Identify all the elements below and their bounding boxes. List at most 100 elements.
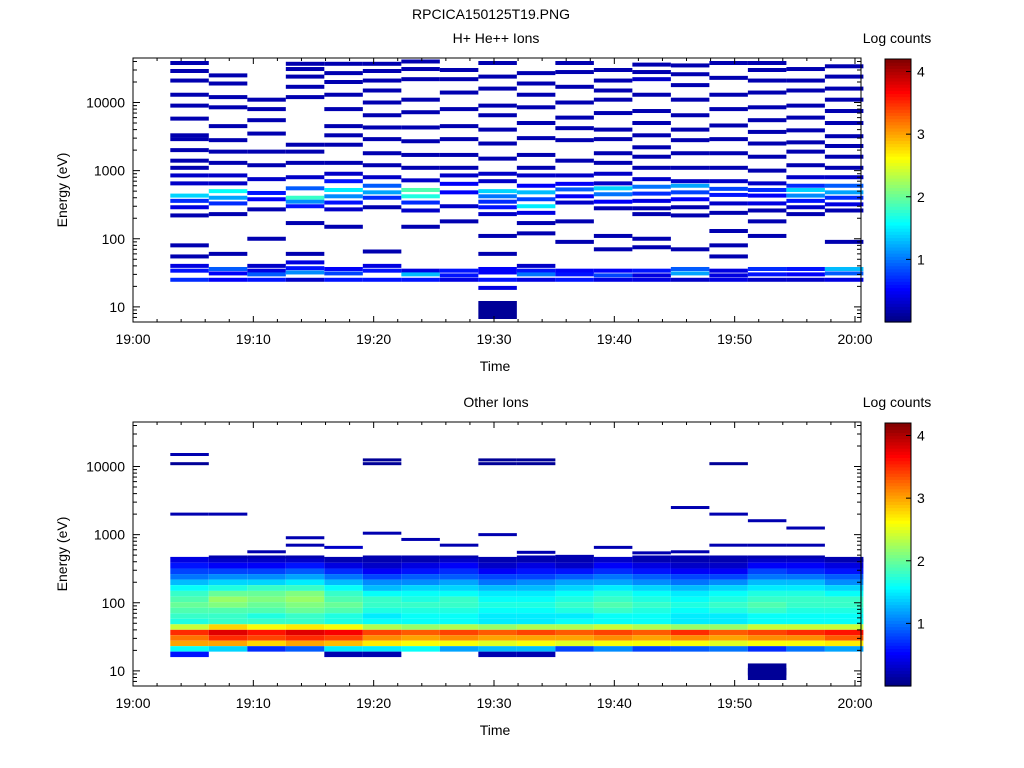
heatmap-cell — [247, 190, 286, 195]
heatmap-cell — [824, 183, 864, 188]
heatmap-cell — [208, 629, 248, 636]
heatmap-cell — [285, 61, 325, 66]
heatmap-cell — [709, 137, 748, 142]
heatmap-cell — [824, 266, 864, 271]
heatmap-cell — [516, 190, 556, 195]
colorbar-swatch — [885, 563, 911, 568]
colorbar-swatch — [885, 68, 911, 73]
heatmap-cell — [170, 602, 209, 608]
colorbar-tick-label: 4 — [917, 64, 925, 80]
colorbar-swatch — [885, 262, 911, 267]
heatmap-cell — [478, 635, 517, 641]
colorbar-swatch — [885, 284, 911, 289]
colorbar-swatch — [885, 501, 911, 506]
heatmap-cell — [593, 574, 633, 580]
heatmap-cell — [439, 124, 479, 129]
heatmap-cell — [747, 624, 787, 630]
heatmap-cell — [285, 590, 325, 597]
heatmap-cell — [670, 596, 710, 603]
heatmap-cell — [285, 543, 325, 547]
heatmap-cell — [824, 143, 864, 148]
heatmap-cell — [786, 585, 825, 591]
heatmap-cell — [362, 640, 402, 647]
heatmap-cell — [786, 128, 825, 133]
heatmap-cell — [478, 596, 517, 603]
heatmap-cell — [285, 260, 325, 265]
heatmap-cell — [824, 607, 864, 614]
heatmap-cell — [439, 173, 479, 178]
heatmap-cell — [555, 579, 594, 586]
heatmap-cell — [439, 613, 479, 619]
heatmap-cell — [516, 613, 556, 619]
colorbar-swatch — [885, 488, 911, 493]
colorbar-swatch — [885, 520, 911, 524]
heatmap-cell — [324, 207, 363, 212]
heatmap-cell — [824, 208, 864, 213]
heatmap-cell — [285, 618, 325, 625]
heatmap-cell — [593, 97, 633, 102]
heatmap-cell — [632, 62, 671, 67]
heatmap-cell — [324, 92, 363, 97]
heatmap-cell — [824, 646, 864, 652]
colorbar-swatch — [885, 485, 911, 490]
heatmap-cell — [709, 228, 748, 233]
y-axis-label: Energy (eV) — [54, 153, 70, 228]
heatmap-cell — [362, 458, 402, 462]
heatmap-cell — [593, 78, 633, 83]
heatmap-cell — [478, 462, 517, 466]
heatmap-cell — [593, 602, 633, 608]
heatmap-cell — [555, 158, 594, 163]
heatmap-cell — [247, 629, 286, 636]
colorbar-swatch — [885, 466, 911, 471]
heatmap-cell — [285, 149, 325, 154]
heatmap-cell — [285, 186, 325, 191]
heatmap-cell — [401, 178, 440, 183]
heatmap-cell — [439, 555, 479, 559]
colorbar-swatch — [885, 156, 911, 160]
heatmap-cell — [247, 635, 286, 641]
heatmap-cell — [247, 579, 286, 586]
heatmap-cell — [632, 629, 671, 636]
heatmap-cell — [324, 607, 363, 614]
heatmap-cell — [401, 152, 440, 157]
heatmap-cell — [670, 585, 710, 591]
heatmap-cell — [362, 61, 402, 66]
heatmap-cell — [170, 618, 209, 625]
heatmap-cell — [670, 629, 710, 636]
colorbar-swatch — [885, 184, 911, 188]
heatmap-cell — [516, 268, 556, 273]
heatmap-cell — [632, 596, 671, 603]
heatmap-cell — [747, 154, 787, 159]
colorbar-swatch — [885, 140, 911, 145]
panel-other-ions: Other Ions Energy (eV) Time 19:00 19:10 19… — [54, 394, 931, 738]
heatmap-cell — [824, 195, 864, 200]
heatmap-cell — [709, 585, 748, 591]
heatmap-cell — [593, 233, 633, 238]
heatmap-cell — [593, 273, 633, 278]
heatmap-cell — [170, 68, 209, 73]
colorbar-swatch — [885, 212, 911, 217]
heatmap-cell — [401, 77, 440, 82]
colorbar-swatch — [885, 109, 911, 113]
heatmap-cell — [593, 613, 633, 619]
colorbar-swatch — [885, 423, 911, 427]
heatmap-cell — [401, 97, 440, 102]
heatmap-cell — [401, 187, 440, 192]
heatmap-cell — [439, 596, 479, 603]
heatmap-cell — [401, 602, 440, 608]
colorbar-swatch — [885, 654, 911, 659]
heatmap-cell — [478, 205, 517, 210]
heatmap-cell — [555, 173, 594, 178]
heatmap-cell — [670, 555, 710, 559]
colorbar-swatch — [885, 523, 911, 527]
heatmap-cell — [555, 61, 594, 66]
heatmap-cell — [747, 635, 787, 641]
heatmap-cell — [786, 556, 825, 563]
heatmap-cell — [170, 78, 209, 83]
heatmap-cell — [439, 137, 479, 142]
heatmap-cell — [632, 562, 671, 569]
heatmap-cell — [208, 585, 248, 591]
heatmap-cell — [593, 127, 633, 132]
heatmap-cell — [362, 629, 402, 636]
heatmap-cell — [362, 268, 402, 273]
